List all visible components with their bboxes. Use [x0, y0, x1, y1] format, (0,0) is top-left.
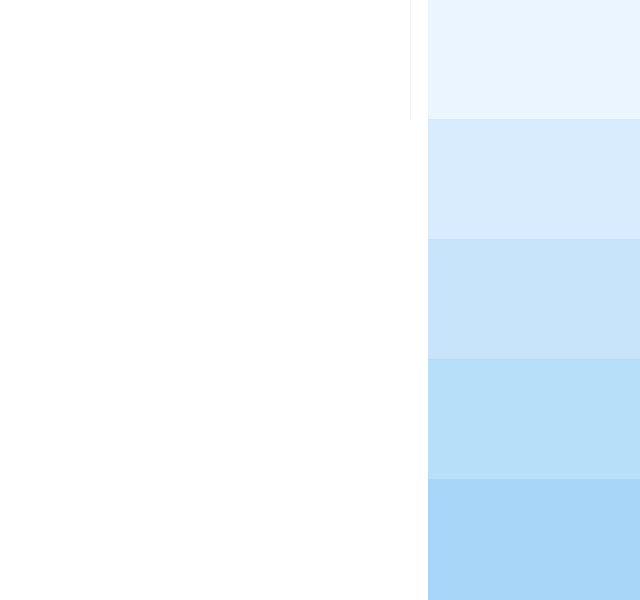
vertical-divider [410, 0, 411, 120]
color-swatch-column [428, 0, 640, 600]
color-swatch-3 [428, 240, 640, 360]
color-swatch-2 [428, 120, 640, 240]
color-swatch-5 [428, 480, 640, 600]
blank-content-area [0, 0, 428, 600]
color-swatch-4 [428, 360, 640, 480]
color-swatch-1 [428, 0, 640, 120]
